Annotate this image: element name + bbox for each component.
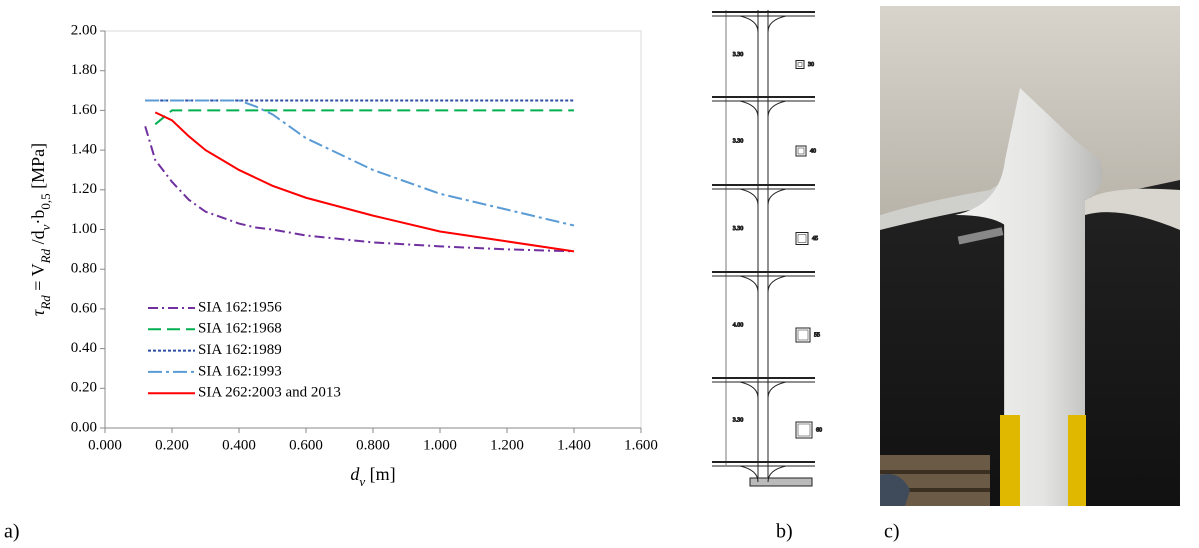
- y-tick-label: 1.60: [71, 102, 97, 118]
- section: [795, 421, 813, 439]
- section-inner: [797, 423, 811, 437]
- x-tick-label: 0.800: [356, 437, 390, 453]
- section-label: 45: [812, 236, 818, 242]
- x-axis-label-part: [m]: [365, 464, 396, 484]
- x-tick-label: 1.000: [423, 437, 457, 453]
- guard: [1000, 415, 1020, 506]
- section-label: 55: [814, 332, 820, 338]
- y-tick-label: 0.00: [71, 419, 97, 435]
- y-axis-label-part: ·b: [28, 210, 48, 225]
- capital: [739, 465, 787, 483]
- y-axis-label: τRd = VRd /dv·b0,5 [MPa]: [28, 143, 53, 316]
- story-height: 3.30: [733, 226, 744, 232]
- y-tick-label: 0.40: [71, 340, 97, 356]
- y-tick-label: 2.00: [71, 22, 97, 38]
- story-height: 4.00: [733, 322, 744, 328]
- x-axis-label: dv [m]: [350, 464, 395, 489]
- cover: [880, 474, 910, 506]
- y-tick-label: 0.80: [71, 261, 97, 277]
- capital: [739, 381, 787, 399]
- capital: [739, 275, 787, 293]
- panel-label: a): [4, 521, 20, 543]
- y-tick-label: 0.60: [71, 300, 97, 316]
- series-line: [144, 125, 575, 253]
- section: [795, 145, 807, 157]
- story-height: 3.30: [733, 138, 744, 144]
- y-tick-label: 1.20: [71, 181, 97, 197]
- y-tick-label: 1.80: [71, 62, 97, 78]
- y-tick-label: 0.20: [71, 380, 97, 396]
- series-line: [145, 99, 575, 227]
- photo: [880, 6, 1180, 506]
- capital: [739, 188, 787, 206]
- section: [795, 232, 809, 245]
- guard: [1068, 415, 1086, 506]
- y-axis-label-part: Rd: [38, 295, 53, 311]
- x-tick-label: 0.000: [88, 437, 122, 453]
- y-axis-label-part: [MPa]: [28, 143, 48, 194]
- section: [795, 327, 811, 343]
- x-axis-label-part: d: [350, 464, 360, 484]
- y-axis-label-part: /d: [28, 230, 48, 249]
- story-height: 3.30: [733, 52, 744, 58]
- panel-label: c): [884, 521, 900, 543]
- x-tick-label: 0.600: [289, 437, 323, 453]
- x-tick-label: 0.400: [222, 437, 256, 453]
- x-tick-label: 0.200: [155, 437, 189, 453]
- pallet-slat: [880, 470, 990, 474]
- section-inner: [797, 147, 805, 155]
- y-tick-label: 1.40: [71, 142, 97, 158]
- series-line: [154, 109, 574, 126]
- pallet-slat: [880, 488, 990, 492]
- y-axis-label-part: Rd: [38, 248, 53, 264]
- section: [795, 60, 805, 69]
- x-tick-label: 1.200: [490, 437, 524, 453]
- capital-right: [1085, 188, 1180, 230]
- section-label: 60: [816, 427, 822, 433]
- y-axis-label-part: 0,5: [38, 193, 53, 209]
- section-label: 40: [810, 148, 816, 154]
- panel-label: b): [776, 521, 793, 543]
- story-height: 3.30: [733, 417, 744, 423]
- legend-label: SIA 162:1968: [198, 321, 282, 337]
- y-axis-label-part: = V: [28, 263, 48, 295]
- x-tick-label: 1.400: [557, 437, 591, 453]
- plot-frame: [104, 30, 642, 429]
- section-inner: [797, 329, 809, 341]
- legend-label: SIA 162:1993: [198, 363, 282, 379]
- footing: [749, 477, 813, 487]
- y-axis-label-part: τ: [28, 309, 48, 316]
- capital: [739, 100, 787, 118]
- series-line: [154, 111, 575, 253]
- column: [955, 88, 1103, 506]
- y-tick-label: 1.00: [71, 221, 97, 237]
- column-drawing: 3.30 3.30 3.30 4.00 3.30 30 40 45 55 60: [712, 10, 823, 487]
- section-inner: [797, 234, 807, 243]
- legend-label: SIA 162:1956: [198, 299, 282, 315]
- legend-label: SIA 262:2003 and 2013: [198, 385, 341, 401]
- x-tick-label: 1.600: [624, 437, 658, 453]
- capital: [739, 15, 787, 33]
- y-axis-label-part: v: [38, 224, 53, 230]
- lamp: [957, 227, 1004, 245]
- section-inner: [797, 62, 803, 67]
- section-label: 30: [808, 62, 814, 68]
- legend-label: SIA 162:1989: [198, 342, 282, 358]
- x-axis-label-part: v: [359, 474, 365, 489]
